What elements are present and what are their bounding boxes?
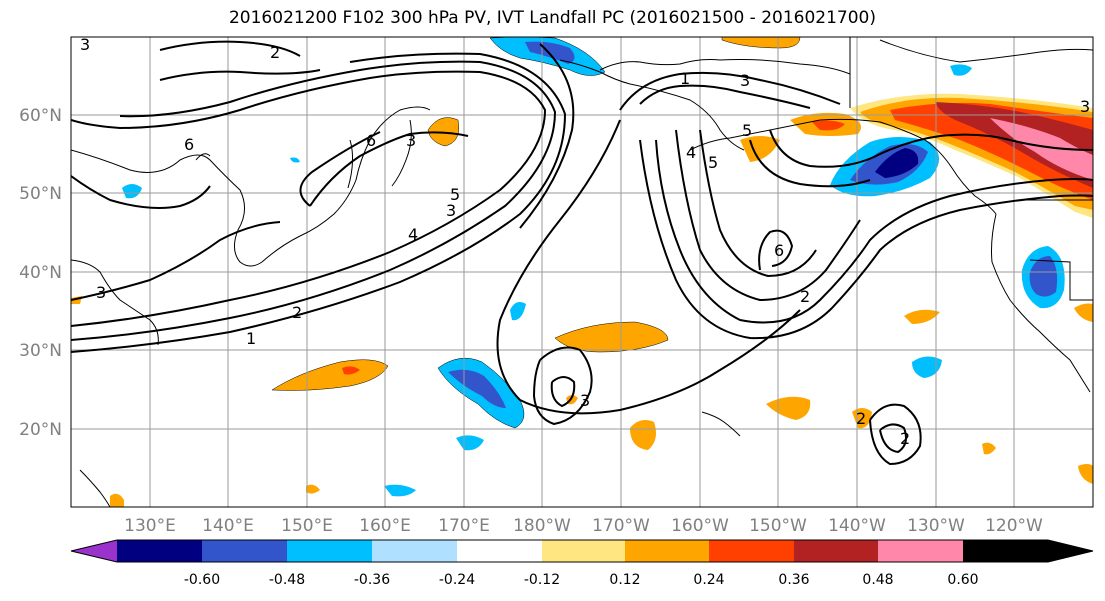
colorbar-bin bbox=[287, 540, 372, 562]
colorbar-bin bbox=[117, 540, 202, 562]
contour-label: 3 bbox=[580, 391, 590, 410]
colorbar-bin bbox=[794, 540, 878, 562]
contour-label: 3 bbox=[406, 131, 416, 150]
colorbar-bin bbox=[709, 540, 794, 562]
colorbar-bin bbox=[625, 540, 709, 562]
lat-label: 30°N bbox=[19, 341, 62, 361]
colorbar-tick-label: 0.12 bbox=[609, 572, 640, 588]
colorbar-bin bbox=[542, 540, 625, 562]
colorbar-tick-label: 0.36 bbox=[778, 572, 809, 588]
contour-label: 1 bbox=[246, 329, 256, 348]
lon-label: 160°W bbox=[671, 516, 729, 536]
contour-label: 3 bbox=[1080, 97, 1090, 116]
contour-label: 1 bbox=[680, 69, 690, 88]
colorbar-bin bbox=[372, 540, 457, 562]
colorbar-tick-label: 0.60 bbox=[947, 572, 978, 588]
map-title: 2016021200 F102 300 hPa PV, IVT Landfall… bbox=[228, 8, 876, 28]
lon-label: 170°W bbox=[592, 516, 650, 536]
colorbar-tick-label: -0.36 bbox=[354, 572, 390, 588]
colorbar-extend-right bbox=[963, 540, 1093, 562]
contour-label: 5 bbox=[450, 185, 460, 204]
contour-label: 6 bbox=[774, 241, 784, 260]
contour-label: 2 bbox=[900, 429, 910, 448]
contour-label: 2 bbox=[292, 303, 302, 322]
coastlines bbox=[71, 37, 1093, 507]
lat-label: 40°N bbox=[19, 263, 62, 283]
contour-label: 6 bbox=[366, 131, 376, 150]
ivt-shading bbox=[71, 37, 1093, 507]
colorbar: -0.60 -0.48 -0.36 -0.24 -0.12 0.12 0.24 … bbox=[70, 539, 1094, 588]
pv-contours bbox=[71, 40, 1093, 466]
contour-label: 3 bbox=[446, 201, 456, 220]
colorbar-tick-label: -0.60 bbox=[184, 572, 220, 588]
colorbar-bin bbox=[457, 540, 542, 562]
contour-label: 3 bbox=[80, 35, 90, 54]
contour-label: 2 bbox=[856, 409, 866, 428]
contour-label: 2 bbox=[270, 43, 280, 62]
contour-label: 3 bbox=[740, 71, 750, 90]
contour-label: 6 bbox=[184, 135, 194, 154]
colorbar-tick-label: -0.24 bbox=[439, 572, 475, 588]
lat-label: 50°N bbox=[19, 184, 62, 204]
longitude-labels: 130°E 140°E 150°E 160°E 170°E 180°W 170°… bbox=[124, 516, 1043, 536]
lon-label: 160°E bbox=[359, 516, 411, 536]
colorbar-bin bbox=[202, 540, 287, 562]
lon-label: 150°W bbox=[749, 516, 807, 536]
map-frame bbox=[70, 36, 1094, 508]
contour-label: 3 bbox=[96, 283, 106, 302]
lon-label: 120°W bbox=[985, 516, 1043, 536]
lon-label: 180°W bbox=[513, 516, 571, 536]
lon-label: 130°W bbox=[907, 516, 965, 536]
contour-labels: 3 2 6 6 3 3 5 4 5 2 1 3 4 5 6 2 3 2 3 1 … bbox=[80, 35, 1090, 448]
lat-label: 60°N bbox=[19, 106, 62, 126]
contour-label: 2 bbox=[800, 287, 810, 306]
lon-label: 170°E bbox=[438, 516, 490, 536]
colorbar-tick-label: -0.48 bbox=[269, 572, 305, 588]
colorbar-tick-label: 0.48 bbox=[862, 572, 893, 588]
latitude-labels: 60°N 50°N 40°N 30°N 20°N bbox=[19, 106, 62, 440]
colorbar-outline bbox=[70, 539, 1094, 563]
contour-label: 4 bbox=[408, 225, 418, 244]
contour-label: 5 bbox=[742, 121, 752, 140]
lon-label: 140°W bbox=[828, 516, 886, 536]
lon-label: 150°E bbox=[281, 516, 333, 536]
lon-label: 140°E bbox=[202, 516, 254, 536]
contour-label: 5 bbox=[708, 153, 718, 172]
contour-label: 4 bbox=[686, 143, 696, 162]
colorbar-tick-label: -0.12 bbox=[524, 572, 560, 588]
lat-label: 20°N bbox=[19, 420, 62, 440]
colorbar-extend-right bbox=[878, 540, 963, 562]
colorbar-tick-label: 0.24 bbox=[693, 572, 724, 588]
lon-label: 130°E bbox=[124, 516, 176, 536]
colorbar-tick-labels: -0.60 -0.48 -0.36 -0.24 -0.12 0.12 0.24 … bbox=[184, 572, 979, 588]
colorbar-extend-left bbox=[71, 540, 117, 562]
